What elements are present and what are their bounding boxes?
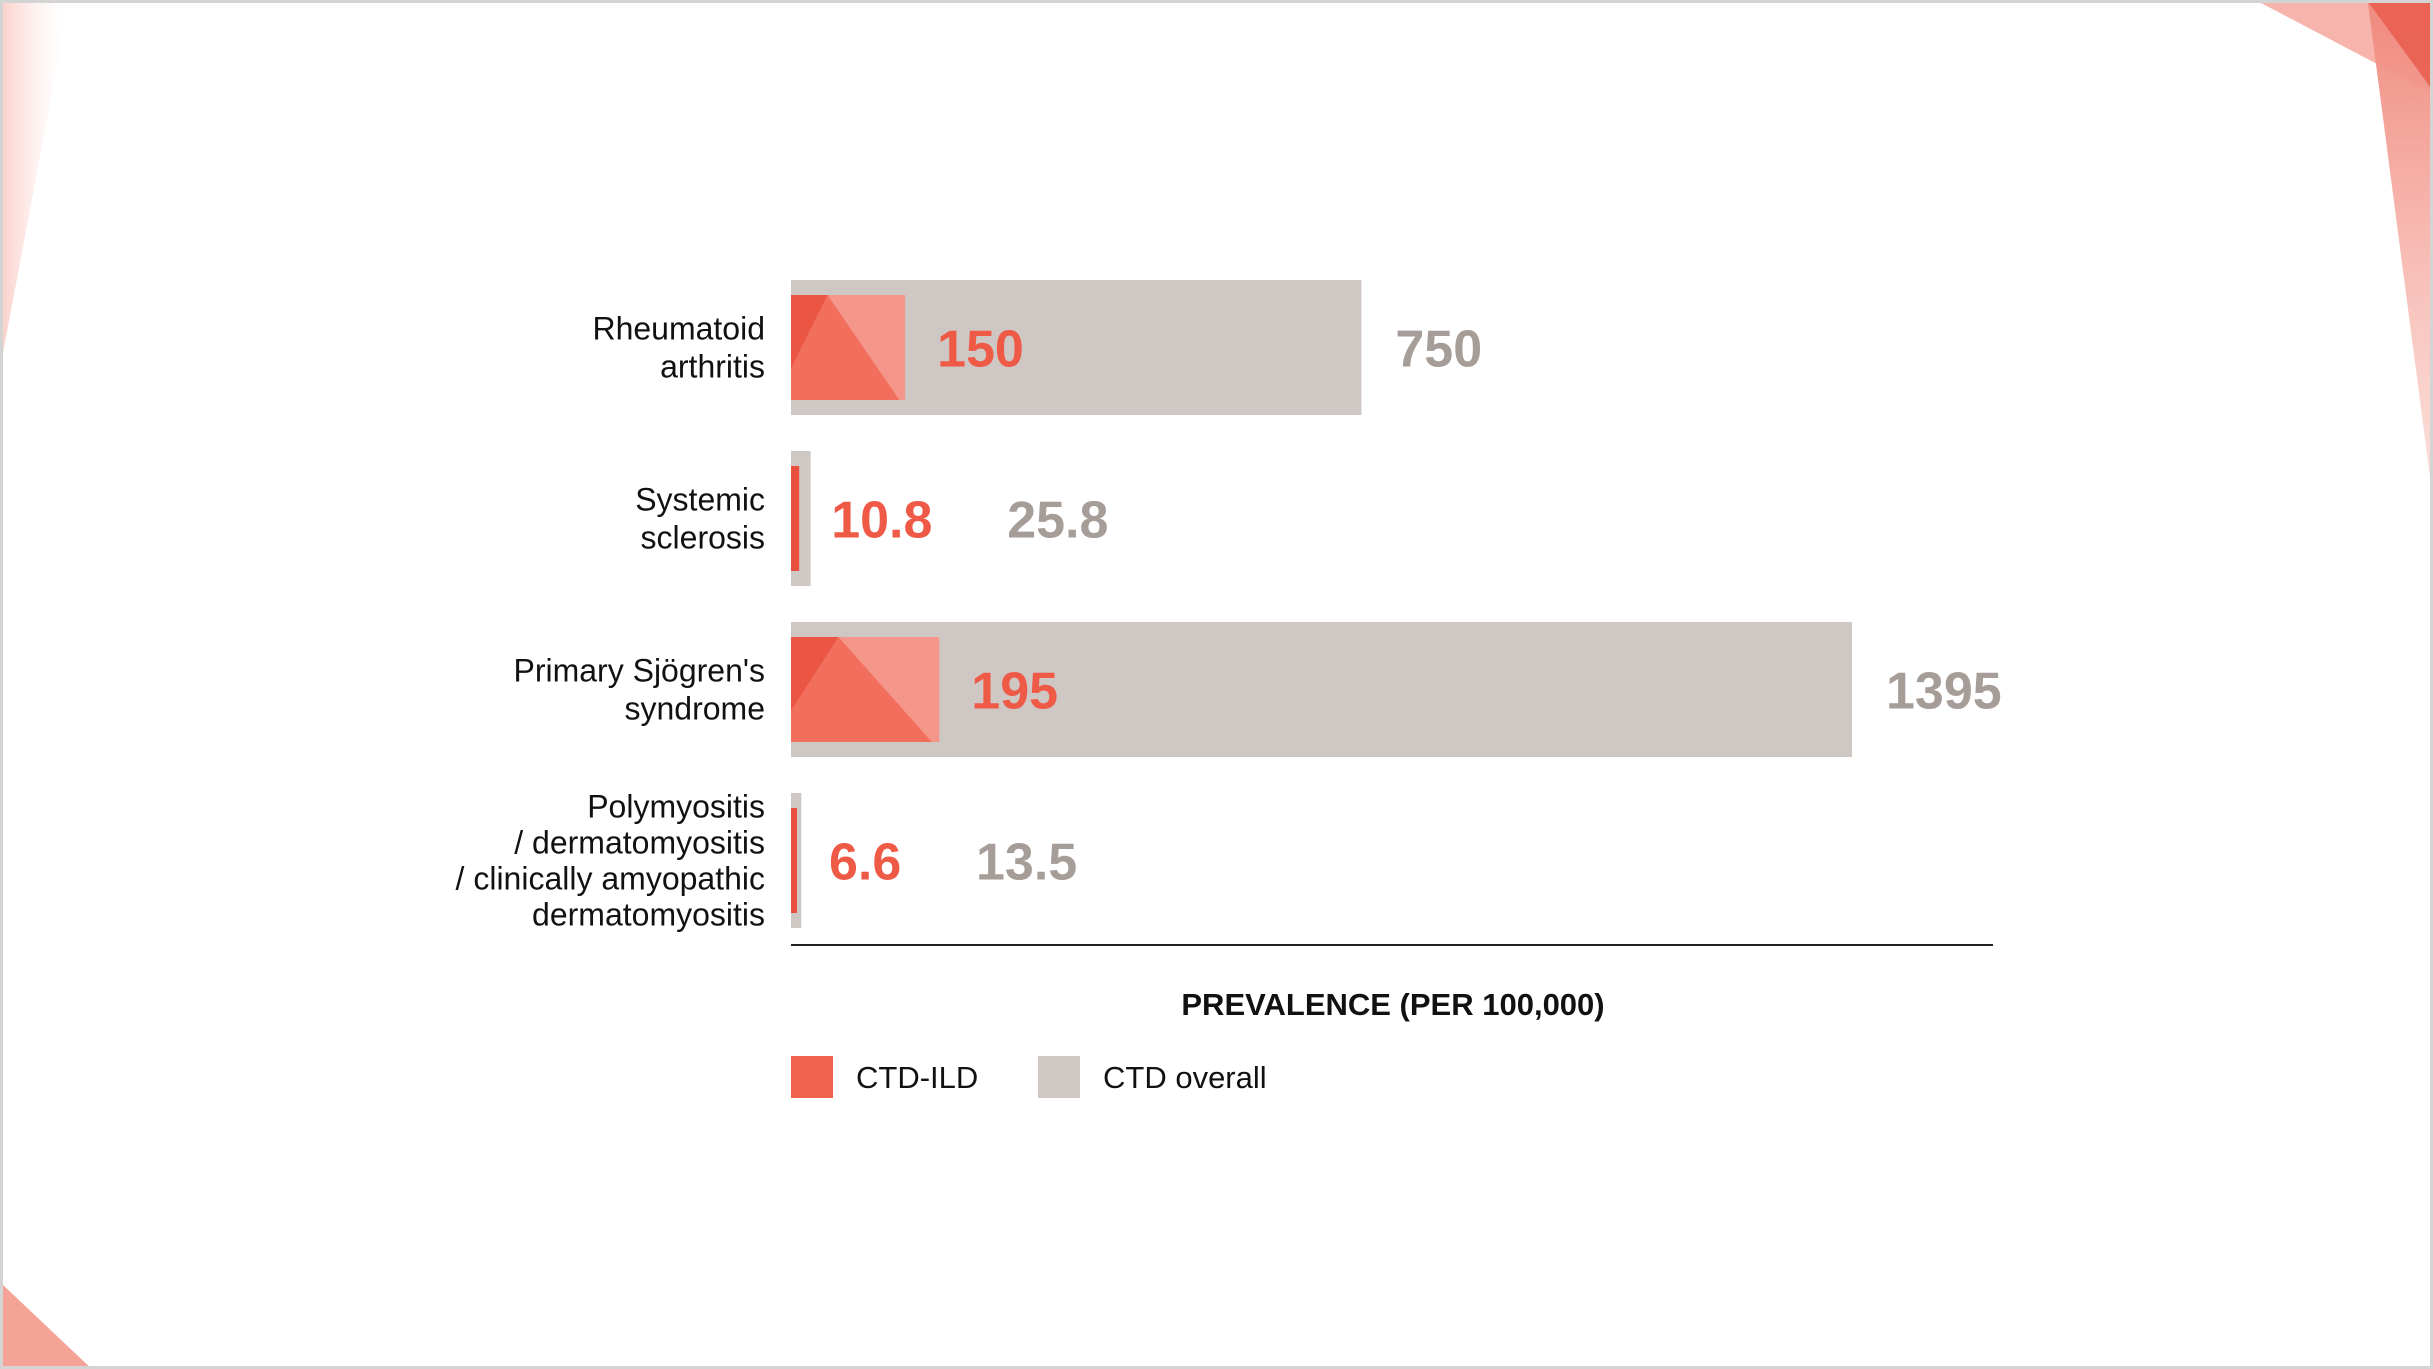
category-label: Primary Sjögren's: [513, 653, 765, 689]
bar-ctd-overall: [791, 622, 1852, 757]
value-label-ctd-overall: 25.8: [1007, 492, 1108, 550]
value-labels: 150 750 10.8 25.8 195 1395 6.6 13.5: [829, 321, 2002, 892]
value-label-ctd-ild: 6.6: [829, 834, 901, 892]
legend-swatch: [791, 1056, 833, 1098]
x-axis-title: PREVALENCE (PER 100,000): [1181, 987, 1604, 1022]
legend: CTD-ILD CTD overall: [791, 1056, 1267, 1098]
corner-shape-top-right-c: [2369, 3, 2430, 87]
bars-layer: [791, 280, 1852, 928]
bar-ctd-ild-shade: [791, 637, 839, 711]
bar-ctd-ild-shade: [791, 295, 828, 369]
category-label: / clinically amyopathic: [456, 861, 765, 897]
corner-shape-top-right-b: [2368, 3, 2430, 478]
bar-ctd-ild-shade: [791, 637, 932, 742]
category-label: dermatomyositis: [532, 897, 765, 933]
category-label: syndrome: [625, 691, 766, 727]
corner-shape-top-left: [3, 3, 69, 353]
category-label: Rheumatoid: [592, 311, 765, 347]
bar-ctd-ild: [791, 808, 797, 913]
legend-swatch: [1038, 1056, 1080, 1098]
category-label: arthritis: [660, 349, 765, 385]
value-label-ctd-overall: 750: [1395, 321, 1482, 379]
category-label: Polymyositis: [587, 789, 765, 825]
bar-ctd-ild: [791, 466, 800, 571]
category-label: / dermatomyositis: [514, 825, 765, 861]
value-label-ctd-ild: 195: [971, 663, 1058, 721]
value-label-ctd-ild: 150: [937, 321, 1024, 379]
bar-ctd-ild-shade: [791, 295, 900, 400]
slide-decoration: [3, 3, 2430, 1366]
category-label: Systemic: [635, 482, 765, 518]
corner-shape-bottom-left: [3, 1285, 89, 1366]
value-label-ctd-ild: 10.8: [831, 492, 932, 550]
value-label-ctd-overall: 13.5: [976, 834, 1077, 892]
value-label-ctd-overall: 1395: [1886, 663, 2002, 721]
category-label: sclerosis: [641, 520, 765, 556]
legend-label: CTD overall: [1103, 1060, 1267, 1095]
legend-label: CTD-ILD: [856, 1060, 978, 1095]
